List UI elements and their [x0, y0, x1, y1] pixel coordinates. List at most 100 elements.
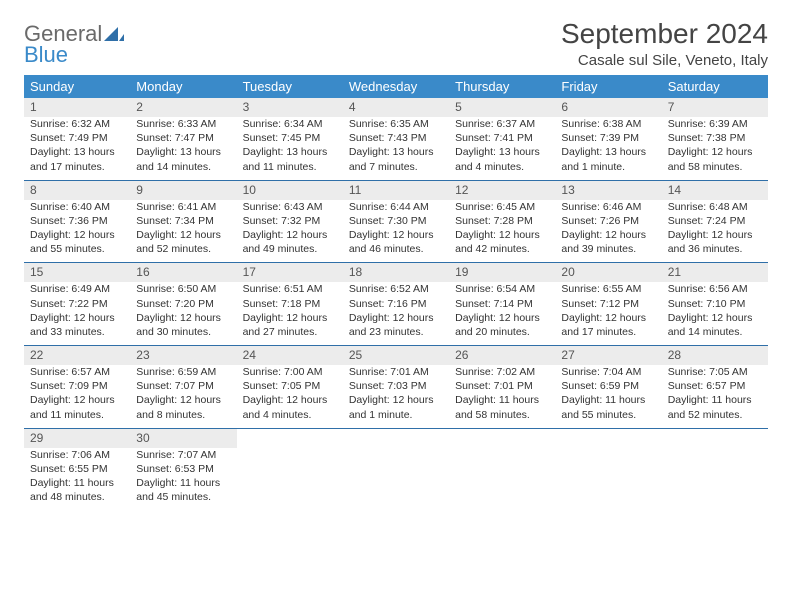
- day-details: Sunrise: 6:41 AMSunset: 7:34 PMDaylight:…: [130, 200, 236, 263]
- day-cell: 3Sunrise: 6:34 AMSunset: 7:45 PMDaylight…: [237, 98, 343, 180]
- weekday-row: SundayMondayTuesdayWednesdayThursdayFrid…: [24, 75, 768, 98]
- sunrise-line: Sunrise: 6:34 AM: [243, 117, 337, 131]
- sunrise-line: Sunrise: 6:37 AM: [455, 117, 549, 131]
- sunrise-line: Sunrise: 6:49 AM: [30, 282, 124, 296]
- sunset-line: Sunset: 7:49 PM: [30, 131, 124, 145]
- day-details: Sunrise: 6:49 AMSunset: 7:22 PMDaylight:…: [24, 282, 130, 345]
- sunrise-line: Sunrise: 6:44 AM: [349, 200, 443, 214]
- day-number: 21: [662, 263, 768, 282]
- week-row: 29Sunrise: 7:06 AMSunset: 6:55 PMDayligh…: [24, 428, 768, 510]
- week-row: 15Sunrise: 6:49 AMSunset: 7:22 PMDayligh…: [24, 263, 768, 346]
- day-number: 9: [130, 181, 236, 200]
- weekday-tuesday: Tuesday: [237, 75, 343, 98]
- day-number: 11: [343, 181, 449, 200]
- daylight-line: Daylight: 12 hours and 14 minutes.: [668, 311, 762, 339]
- day-number: 10: [237, 181, 343, 200]
- title-block: September 2024 Casale sul Sile, Veneto, …: [561, 18, 768, 69]
- sunset-line: Sunset: 7:01 PM: [455, 379, 549, 393]
- day-number: 4: [343, 98, 449, 117]
- day-details: Sunrise: 6:54 AMSunset: 7:14 PMDaylight:…: [449, 282, 555, 345]
- sunset-line: Sunset: 7:10 PM: [668, 297, 762, 311]
- week-row: 22Sunrise: 6:57 AMSunset: 7:09 PMDayligh…: [24, 346, 768, 429]
- day-details: Sunrise: 6:35 AMSunset: 7:43 PMDaylight:…: [343, 117, 449, 180]
- daylight-line: Daylight: 11 hours and 58 minutes.: [455, 393, 549, 421]
- day-details: Sunrise: 6:48 AMSunset: 7:24 PMDaylight:…: [662, 200, 768, 263]
- sunset-line: Sunset: 6:57 PM: [668, 379, 762, 393]
- daylight-line: Daylight: 13 hours and 4 minutes.: [455, 145, 549, 173]
- sunrise-line: Sunrise: 6:52 AM: [349, 282, 443, 296]
- daylight-line: Daylight: 12 hours and 17 minutes.: [561, 311, 655, 339]
- day-cell: 10Sunrise: 6:43 AMSunset: 7:32 PMDayligh…: [237, 180, 343, 263]
- daylight-line: Daylight: 12 hours and 4 minutes.: [243, 393, 337, 421]
- sunset-line: Sunset: 7:05 PM: [243, 379, 337, 393]
- day-cell: 18Sunrise: 6:52 AMSunset: 7:16 PMDayligh…: [343, 263, 449, 346]
- day-details: Sunrise: 6:32 AMSunset: 7:49 PMDaylight:…: [24, 117, 130, 180]
- sunset-line: Sunset: 7:43 PM: [349, 131, 443, 145]
- sunrise-line: Sunrise: 6:57 AM: [30, 365, 124, 379]
- daylight-line: Daylight: 12 hours and 42 minutes.: [455, 228, 549, 256]
- empty-cell: [662, 428, 768, 510]
- weekday-sunday: Sunday: [24, 75, 130, 98]
- sunrise-line: Sunrise: 6:40 AM: [30, 200, 124, 214]
- sunrise-line: Sunrise: 6:45 AM: [455, 200, 549, 214]
- daylight-line: Daylight: 12 hours and 36 minutes.: [668, 228, 762, 256]
- day-details: Sunrise: 6:43 AMSunset: 7:32 PMDaylight:…: [237, 200, 343, 263]
- day-number: 12: [449, 181, 555, 200]
- day-details: Sunrise: 7:00 AMSunset: 7:05 PMDaylight:…: [237, 365, 343, 428]
- logo-word2: Blue: [24, 42, 68, 67]
- sunset-line: Sunset: 7:45 PM: [243, 131, 337, 145]
- daylight-line: Daylight: 12 hours and 8 minutes.: [136, 393, 230, 421]
- daylight-line: Daylight: 12 hours and 39 minutes.: [561, 228, 655, 256]
- day-details: Sunrise: 6:33 AMSunset: 7:47 PMDaylight:…: [130, 117, 236, 180]
- weekday-friday: Friday: [555, 75, 661, 98]
- daylight-line: Daylight: 11 hours and 45 minutes.: [136, 476, 230, 504]
- day-number: 3: [237, 98, 343, 117]
- weekday-monday: Monday: [130, 75, 236, 98]
- sunrise-line: Sunrise: 6:33 AM: [136, 117, 230, 131]
- day-details: Sunrise: 6:38 AMSunset: 7:39 PMDaylight:…: [555, 117, 661, 180]
- daylight-line: Daylight: 12 hours and 11 minutes.: [30, 393, 124, 421]
- day-number: 14: [662, 181, 768, 200]
- day-details: Sunrise: 6:39 AMSunset: 7:38 PMDaylight:…: [662, 117, 768, 180]
- sunset-line: Sunset: 7:32 PM: [243, 214, 337, 228]
- sunset-line: Sunset: 7:24 PM: [668, 214, 762, 228]
- daylight-line: Daylight: 12 hours and 46 minutes.: [349, 228, 443, 256]
- day-cell: 19Sunrise: 6:54 AMSunset: 7:14 PMDayligh…: [449, 263, 555, 346]
- day-cell: 30Sunrise: 7:07 AMSunset: 6:53 PMDayligh…: [130, 428, 236, 510]
- sunrise-line: Sunrise: 6:32 AM: [30, 117, 124, 131]
- day-details: Sunrise: 7:01 AMSunset: 7:03 PMDaylight:…: [343, 365, 449, 428]
- sunrise-line: Sunrise: 7:05 AM: [668, 365, 762, 379]
- day-cell: 2Sunrise: 6:33 AMSunset: 7:47 PMDaylight…: [130, 98, 236, 180]
- day-details: Sunrise: 6:44 AMSunset: 7:30 PMDaylight:…: [343, 200, 449, 263]
- daylight-line: Daylight: 13 hours and 1 minute.: [561, 145, 655, 173]
- sunrise-line: Sunrise: 6:39 AM: [668, 117, 762, 131]
- day-cell: 14Sunrise: 6:48 AMSunset: 7:24 PMDayligh…: [662, 180, 768, 263]
- weekday-thursday: Thursday: [449, 75, 555, 98]
- day-number: 22: [24, 346, 130, 365]
- daylight-line: Daylight: 12 hours and 23 minutes.: [349, 311, 443, 339]
- sunset-line: Sunset: 7:03 PM: [349, 379, 443, 393]
- sail-icon: [104, 24, 124, 45]
- sunset-line: Sunset: 7:39 PM: [561, 131, 655, 145]
- logo: General Blue: [24, 24, 124, 66]
- day-details: Sunrise: 6:34 AMSunset: 7:45 PMDaylight:…: [237, 117, 343, 180]
- sunset-line: Sunset: 7:14 PM: [455, 297, 549, 311]
- logo-text: General Blue: [24, 24, 124, 66]
- calendar-table: SundayMondayTuesdayWednesdayThursdayFrid…: [24, 75, 768, 510]
- daylight-line: Daylight: 12 hours and 30 minutes.: [136, 311, 230, 339]
- sunrise-line: Sunrise: 6:59 AM: [136, 365, 230, 379]
- day-cell: 17Sunrise: 6:51 AMSunset: 7:18 PMDayligh…: [237, 263, 343, 346]
- day-details: Sunrise: 6:51 AMSunset: 7:18 PMDaylight:…: [237, 282, 343, 345]
- day-details: Sunrise: 6:40 AMSunset: 7:36 PMDaylight:…: [24, 200, 130, 263]
- sunrise-line: Sunrise: 6:56 AM: [668, 282, 762, 296]
- daylight-line: Daylight: 13 hours and 17 minutes.: [30, 145, 124, 173]
- weekday-saturday: Saturday: [662, 75, 768, 98]
- day-details: Sunrise: 6:46 AMSunset: 7:26 PMDaylight:…: [555, 200, 661, 263]
- empty-cell: [343, 428, 449, 510]
- day-cell: 5Sunrise: 6:37 AMSunset: 7:41 PMDaylight…: [449, 98, 555, 180]
- day-cell: 7Sunrise: 6:39 AMSunset: 7:38 PMDaylight…: [662, 98, 768, 180]
- empty-cell: [555, 428, 661, 510]
- day-number: 17: [237, 263, 343, 282]
- sunrise-line: Sunrise: 6:41 AM: [136, 200, 230, 214]
- day-cell: 29Sunrise: 7:06 AMSunset: 6:55 PMDayligh…: [24, 428, 130, 510]
